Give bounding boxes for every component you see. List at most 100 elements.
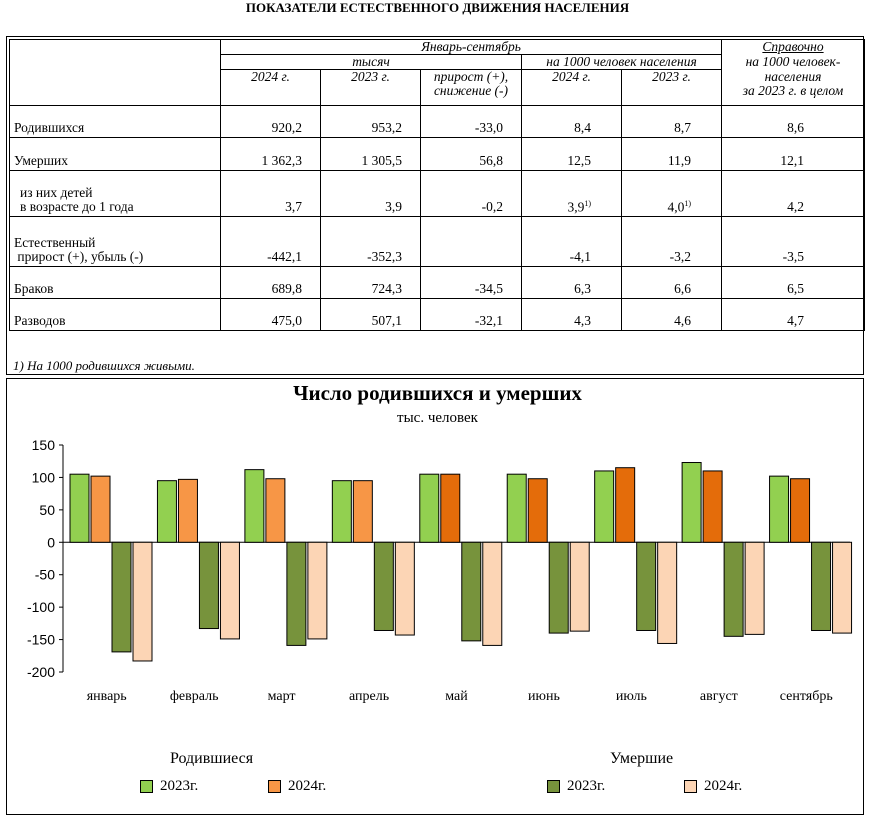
chart-title: Число родившихся и умерших: [293, 381, 582, 405]
footnote-mark: 1): [584, 198, 591, 208]
table-row: Родившихся 920,2 953,2 -33,0 8,4 8,7 8,6: [9, 105, 865, 138]
legend-item-births-2023: 2023г.: [140, 778, 198, 795]
row-label-2: прирост (+), убыль (-): [17, 249, 144, 264]
y-tick-label: -200: [27, 664, 55, 680]
cell: 475,0: [220, 298, 321, 331]
legend-title-deaths: Умершие: [610, 750, 674, 767]
y-tick-label: -150: [27, 632, 55, 648]
cell: 920,2: [220, 105, 321, 138]
cell: [420, 216, 522, 267]
x-tick-label: сентябрь: [780, 689, 833, 704]
bar: [811, 541, 832, 631]
cell-value: 3,9: [567, 199, 585, 214]
header-2023-rate: 2023 г.: [621, 69, 722, 106]
y-tick-label: 100: [32, 469, 56, 485]
header-reference-3b: за 2023 г. в целом: [742, 82, 844, 98]
bar: [723, 541, 744, 637]
row-label: Родившихся: [9, 105, 221, 138]
table-row: из них детей в возрасте до 1 года 3,7 3,9…: [9, 170, 865, 217]
cell: 6,6: [621, 266, 722, 299]
cell: 4,3: [521, 298, 622, 331]
bar: [419, 473, 440, 543]
bar: [548, 541, 569, 634]
bar: [286, 541, 307, 646]
cell: 953,2: [320, 105, 421, 138]
cell: -34,5: [420, 266, 522, 299]
table-row: Умерших 1 362,3 1 305,5 56,8 12,5 11,9 1…: [9, 137, 865, 171]
table-row: Браков 689,8 724,3 -34,5 6,3 6,6 6,5: [9, 266, 865, 299]
row-label-2: в возрасте до 1 года: [20, 199, 134, 214]
bar-chart: 150 100 50 0 -50 -100 -150 -200 январь февраль мар…: [27, 437, 853, 704]
cell: 1 305,5: [320, 137, 421, 171]
cell: 6,3: [521, 266, 622, 299]
cell: -32,1: [420, 298, 522, 331]
header-thousands: тысяч: [220, 54, 522, 70]
bar: [527, 478, 548, 543]
legend-swatch: [268, 780, 281, 793]
bar: [219, 541, 240, 640]
cell: 4,2: [721, 170, 865, 217]
bar: [506, 473, 527, 543]
header-per1000: на 1000 человек населения: [521, 54, 722, 70]
x-tick-label: март: [268, 689, 296, 704]
bar: [657, 541, 678, 644]
header-2024-rate: 2024 г.: [521, 69, 622, 106]
x-tick-label: август: [700, 689, 738, 704]
legend-title-births: Родившиеся: [170, 750, 254, 767]
legend-label: 2023г.: [567, 778, 606, 794]
bar: [265, 478, 286, 543]
bar: [244, 469, 265, 543]
row-label-1: Естественный: [14, 235, 96, 250]
y-tick-label: -50: [35, 567, 55, 583]
bar: [132, 541, 153, 662]
legend-item-deaths-2023: 2023г.: [547, 778, 605, 795]
bar: [352, 480, 373, 543]
chart-subtitle: тыс. человек: [397, 410, 478, 426]
cell: 4,7: [721, 298, 865, 331]
bar: [69, 473, 90, 543]
row-label: Естественный прирост (+), убыль (-): [9, 216, 221, 267]
cell: 4,01): [621, 170, 722, 217]
cell: -3,2: [621, 216, 722, 267]
y-tick-label: 50: [39, 502, 55, 518]
cell: 8,7: [621, 105, 722, 138]
legend-swatch: [547, 780, 560, 793]
row-label-1: из них детей: [20, 185, 93, 200]
cell: 8,4: [521, 105, 622, 138]
cell-value: 4,0: [667, 199, 685, 214]
header-change: прирост (+), снижение (-): [420, 69, 522, 106]
x-tick-label: июль: [616, 689, 647, 704]
page-title: ПОКАЗАТЕЛИ ЕСТЕСТВЕННОГО ДВИЖЕНИЯ НАСЕЛЕ…: [245, 0, 630, 15]
row-label: из них детей в возрасте до 1 года: [9, 170, 221, 217]
cell: 56,8: [420, 137, 522, 171]
x-tick-label: апрель: [349, 689, 389, 704]
cell: 12,5: [521, 137, 622, 171]
bar: [177, 478, 198, 543]
cell: -3,5: [721, 216, 865, 267]
bar: [461, 541, 482, 642]
legend-item-births-2024: 2024г.: [268, 778, 326, 795]
header-reference-3: населения за 2023 г. в целом: [721, 69, 865, 106]
footnote: 1) На 1000 родившихся живыми.: [13, 358, 195, 373]
row-label: Разводов: [9, 298, 221, 331]
bar: [90, 475, 111, 543]
cell: 3,7: [220, 170, 321, 217]
bar: [769, 475, 790, 543]
header-2023: 2023 г.: [320, 69, 421, 106]
cell: 6,5: [721, 266, 865, 299]
cell: -0,2: [420, 170, 522, 217]
legend-label: 2024г.: [704, 778, 743, 794]
cell: -33,0: [420, 105, 522, 138]
cell: 689,8: [220, 266, 321, 299]
bar: [832, 541, 853, 634]
legend-swatch: [684, 780, 697, 793]
cell: 12,1: [721, 137, 865, 171]
cell: -352,3: [320, 216, 421, 267]
legend-swatch: [140, 780, 153, 793]
cell: 8,6: [721, 105, 865, 138]
header-reference: Справочно: [721, 39, 865, 55]
table-row: Разводов 475,0 507,1 -32,1 4,3 4,6 4,7: [9, 298, 865, 331]
bar: [156, 480, 177, 543]
cell: -4,1: [521, 216, 622, 267]
bar: [111, 541, 132, 653]
